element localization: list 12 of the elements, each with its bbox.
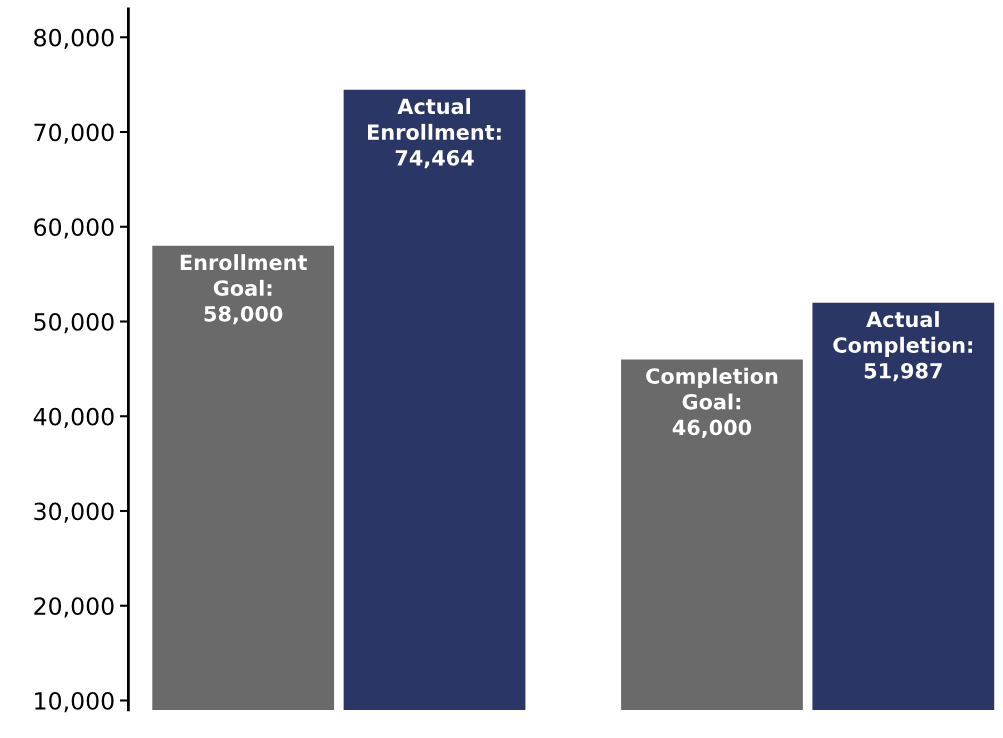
y-tick-label: 20,000	[34, 597, 114, 618]
y-tick-label: 10,000	[35, 691, 114, 713]
y-tick-label: 60,000	[34, 218, 114, 239]
data-label: Actual Completion: 51,987	[833, 311, 973, 382]
y-tick-label: 40,000	[33, 407, 114, 428]
y-tick-label: 50,000	[34, 312, 114, 334]
data-label: Enrollment Goal: 58,000	[180, 254, 307, 325]
data-label: Completion Goal: 46,000	[646, 367, 778, 439]
y-tick-label: 80,000	[34, 28, 114, 49]
y-tick-label: 70,000	[34, 123, 114, 144]
y-tick-label: 30,000	[34, 502, 114, 523]
data-label: Actual Enrollment: 74,464	[368, 98, 501, 169]
